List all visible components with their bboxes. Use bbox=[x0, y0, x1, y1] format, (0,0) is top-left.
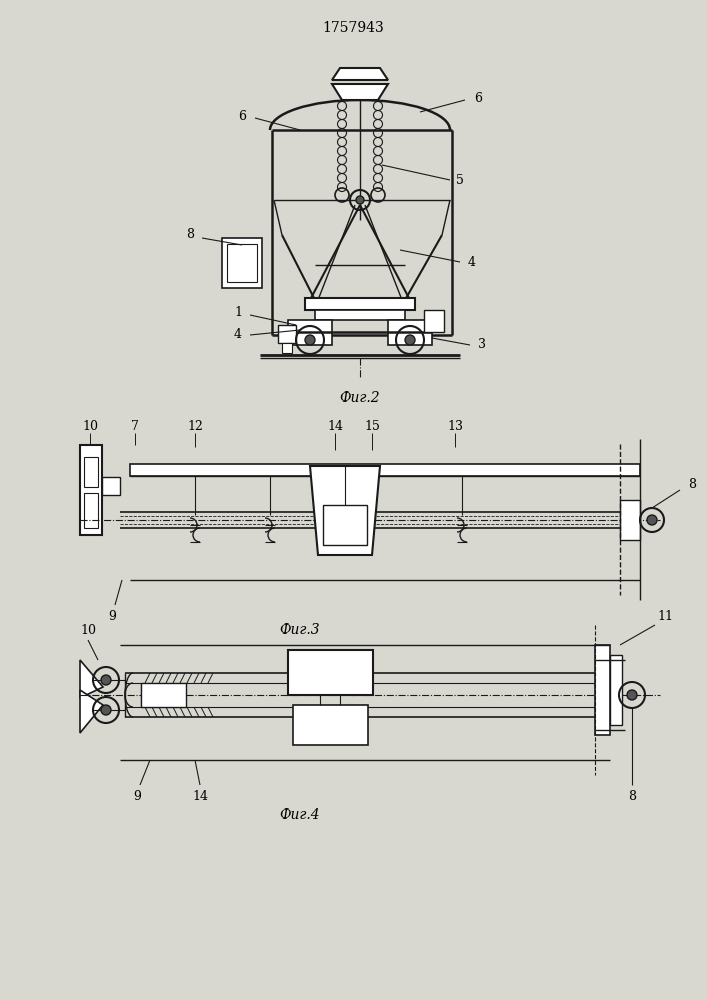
Bar bbox=[424, 310, 444, 332]
Text: 4: 4 bbox=[234, 328, 242, 342]
Text: 15: 15 bbox=[364, 420, 380, 434]
Polygon shape bbox=[332, 84, 388, 100]
Polygon shape bbox=[332, 68, 388, 80]
Bar bbox=[222, 238, 262, 288]
Bar bbox=[278, 325, 296, 343]
Bar bbox=[102, 477, 120, 495]
Bar bbox=[84, 493, 98, 528]
Text: 6: 6 bbox=[474, 92, 482, 104]
Text: 3: 3 bbox=[478, 338, 486, 352]
Text: 9: 9 bbox=[133, 790, 141, 804]
Text: 8: 8 bbox=[186, 229, 194, 241]
Bar bbox=[315, 310, 405, 320]
Text: 9: 9 bbox=[108, 610, 116, 624]
Bar bbox=[305, 298, 415, 310]
Circle shape bbox=[101, 705, 111, 715]
Bar bbox=[610, 655, 622, 725]
Bar bbox=[288, 650, 373, 695]
Polygon shape bbox=[80, 660, 103, 698]
Text: 7: 7 bbox=[131, 420, 139, 434]
Circle shape bbox=[101, 675, 111, 685]
Bar bbox=[388, 320, 432, 345]
Bar bbox=[288, 320, 332, 345]
Bar bbox=[323, 505, 367, 545]
Bar bbox=[227, 244, 257, 282]
Text: 10: 10 bbox=[82, 420, 98, 434]
Text: 8: 8 bbox=[688, 478, 696, 490]
Text: 13: 13 bbox=[447, 420, 463, 434]
Bar bbox=[282, 343, 292, 353]
Text: Фиг.3: Фиг.3 bbox=[280, 623, 320, 637]
Bar bbox=[293, 705, 368, 745]
Bar bbox=[130, 464, 640, 476]
Text: 1757943: 1757943 bbox=[322, 21, 384, 35]
Text: 11: 11 bbox=[657, 610, 673, 624]
Text: 8: 8 bbox=[628, 790, 636, 804]
Text: 14: 14 bbox=[327, 420, 343, 434]
Text: 12: 12 bbox=[187, 420, 203, 434]
Text: 1: 1 bbox=[234, 306, 242, 320]
Text: 5: 5 bbox=[456, 174, 464, 186]
Circle shape bbox=[356, 196, 364, 204]
Circle shape bbox=[647, 515, 657, 525]
Text: 4: 4 bbox=[468, 255, 476, 268]
Text: 6: 6 bbox=[238, 109, 246, 122]
Polygon shape bbox=[80, 690, 103, 733]
Circle shape bbox=[305, 335, 315, 345]
Bar bbox=[141, 683, 186, 707]
Polygon shape bbox=[310, 466, 380, 555]
Text: Фиг.2: Фиг.2 bbox=[339, 391, 380, 405]
Bar bbox=[595, 645, 610, 735]
Bar bbox=[84, 457, 98, 487]
Bar bbox=[620, 500, 640, 540]
Bar bbox=[80, 445, 102, 535]
Text: Фиг.4: Фиг.4 bbox=[280, 808, 320, 822]
Text: 10: 10 bbox=[80, 624, 96, 637]
Circle shape bbox=[405, 335, 415, 345]
Circle shape bbox=[627, 690, 637, 700]
Text: 14: 14 bbox=[192, 790, 208, 804]
